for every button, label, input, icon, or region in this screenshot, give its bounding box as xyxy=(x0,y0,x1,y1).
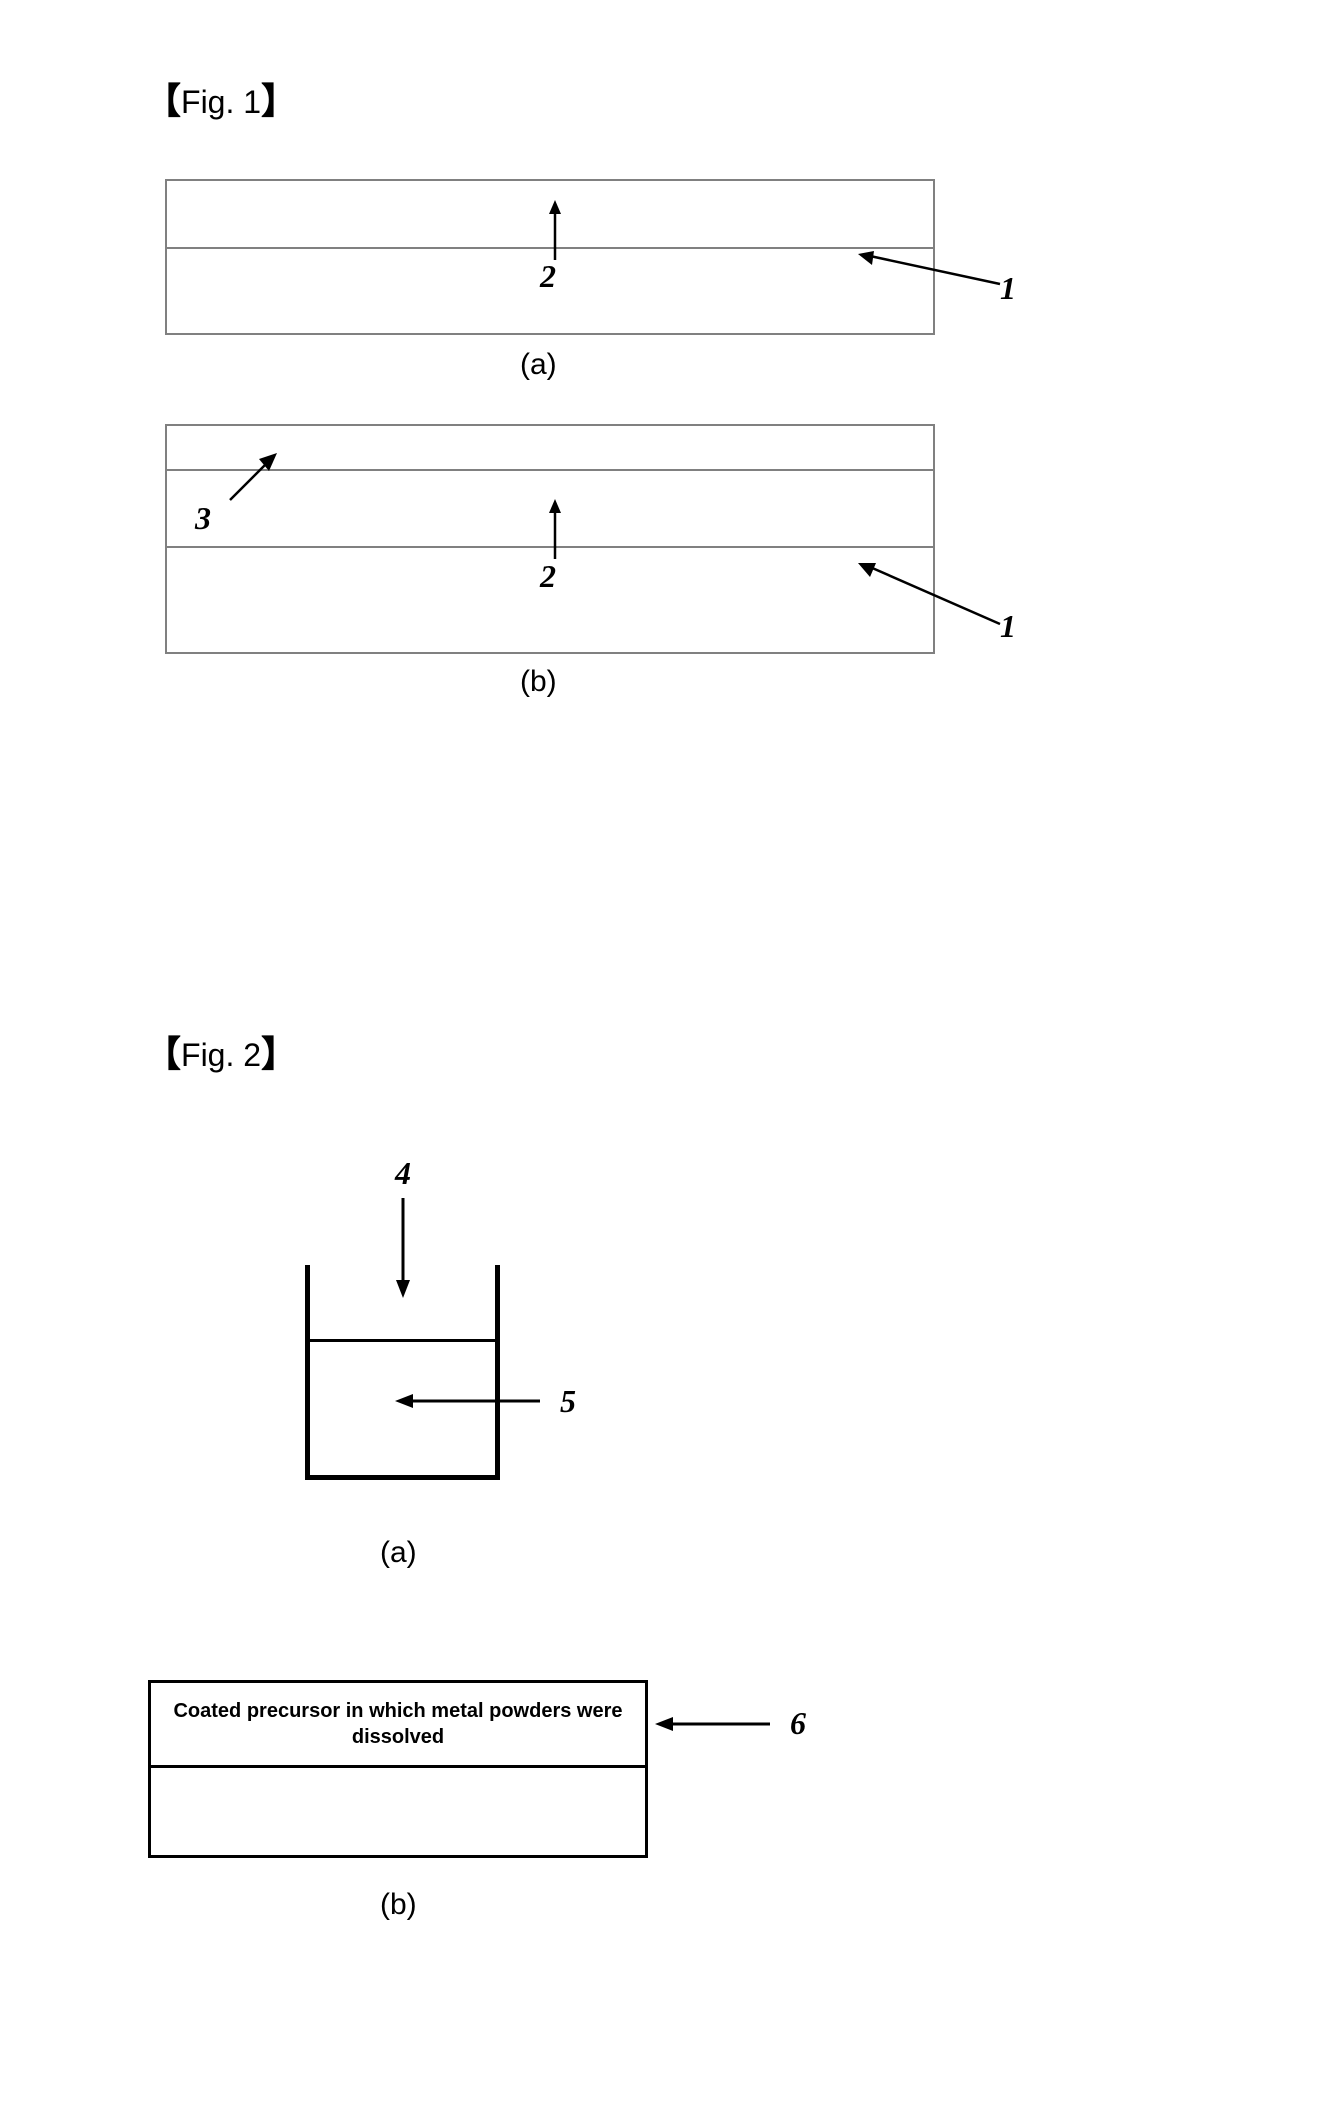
fig1b-caption: (b) xyxy=(520,665,557,699)
fig1b-label-2: 2 xyxy=(540,558,556,595)
bracket-open: 【 xyxy=(145,81,181,121)
fig1b-label-1: 1 xyxy=(1000,608,1016,645)
fig2b-arrow-6 xyxy=(655,1714,770,1734)
fig1a-caption: (a) xyxy=(520,348,557,382)
fig1b-arrow-2 xyxy=(545,499,565,559)
fig2b-caption: (b) xyxy=(380,1888,417,1922)
fig1b-arrow-3 xyxy=(225,445,285,505)
bracket-close-2: 】 xyxy=(261,1034,297,1074)
fig1a-arrow-1 xyxy=(850,249,1000,289)
fig2a-beaker-bottom xyxy=(305,1475,500,1480)
fig1a-arrow-2 xyxy=(545,200,565,260)
fig1a-label-2: 2 xyxy=(540,258,556,295)
fig2-label-text: Fig. 2 xyxy=(181,1037,261,1073)
fig2a-caption: (a) xyxy=(380,1536,417,1570)
fig1a-label-1: 1 xyxy=(1000,270,1016,307)
fig2a-arrow-4 xyxy=(393,1198,413,1298)
fig1-label-text: Fig. 1 xyxy=(181,84,261,120)
fig1-label: 【Fig. 1】 xyxy=(145,72,297,124)
fig2a-liquid-line xyxy=(310,1339,495,1342)
fig2a-label-4: 4 xyxy=(395,1155,411,1192)
fig2b-label-6: 6 xyxy=(790,1705,806,1742)
fig1b-label-3: 3 xyxy=(195,500,211,537)
fig2a-beaker-left xyxy=(305,1265,310,1480)
fig2a-beaker-right xyxy=(495,1265,500,1480)
fig2b-lower-rect xyxy=(148,1768,648,1858)
fig2a-label-5: 5 xyxy=(560,1383,576,1420)
bracket-close: 】 xyxy=(261,81,297,121)
fig2a-arrow-5 xyxy=(395,1391,540,1411)
bracket-open-2: 【 xyxy=(145,1034,181,1074)
fig1b-arrow-1 xyxy=(850,559,1000,629)
fig2-label: 【Fig. 2】 xyxy=(145,1025,297,1077)
fig2b-text-box: Coated precursor in which metal powders … xyxy=(148,1680,648,1768)
